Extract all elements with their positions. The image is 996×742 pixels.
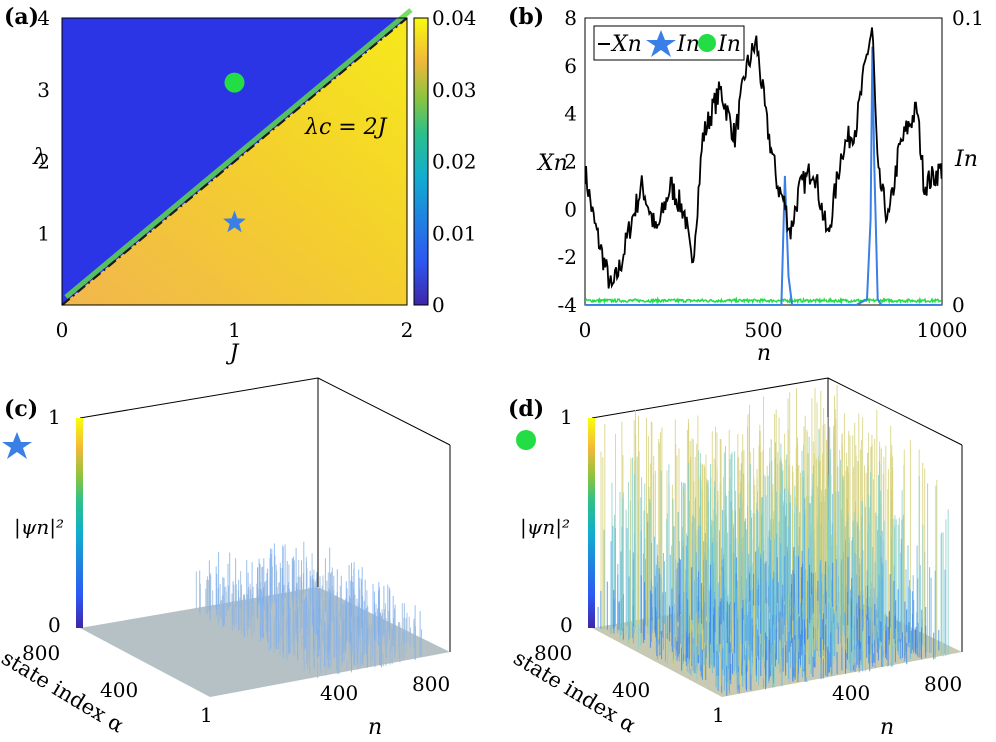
panel-d-xtick-400: 400 (832, 681, 870, 705)
panel-d-colorbar (588, 418, 595, 628)
panel-a-xtick-0: 0 (56, 318, 69, 342)
panel-a-heatmap (61, 8, 413, 306)
panel-d-ytick-400: 400 (612, 678, 650, 702)
panel-c-ztick-0: 0 (48, 613, 61, 637)
panel-b-label: (b) (508, 4, 544, 30)
panel-d-surface (597, 385, 949, 696)
panel-b-xtick-0: 0 (579, 318, 592, 342)
panel-b-ylabel-left: Xn (536, 151, 568, 176)
circle-marker-icon (224, 72, 245, 93)
panel-a-ytick-2: 2 (37, 150, 50, 174)
panel-b-axes (584, 17, 943, 306)
panel-c-box (79, 377, 451, 652)
panel-b-xlabel: n (757, 341, 771, 366)
panel-c-label: (c) (4, 396, 38, 422)
legend-star-icon (646, 30, 676, 57)
panel-b-ytick-2: 2 (564, 150, 577, 174)
panel-d-ytick-1: 1 (712, 703, 725, 727)
panel-b-ytick-0: 0 (564, 197, 577, 221)
panel-a-ylabel: λ (32, 145, 47, 170)
panel-d-xlabel: n (880, 715, 894, 740)
panel-d: (d) 1 0 |ψn|² 800 400 1 state index α 40… (508, 377, 963, 740)
panel-a-colorbar-ticks: 0 0.01 0.02 0.03 0.04 (432, 6, 477, 317)
panel-b-ytick--2: -2 (558, 245, 577, 269)
star-marker-icon (223, 210, 246, 233)
panel-c-colorbar (76, 418, 83, 628)
legend-circle-icon (698, 34, 716, 52)
panel-a-yticks: 1 2 3 4 (37, 6, 50, 245)
colorbar-tick-0: 0 (432, 293, 445, 317)
panel-a-ytick-1: 1 (37, 221, 50, 245)
legend-label-xn: Xn (610, 32, 642, 57)
panel-b-series (585, 27, 942, 305)
panel-b-ytick-8: 8 (564, 6, 577, 30)
panel-d-ztick-1: 1 (560, 405, 573, 429)
boundary-line (61, 17, 408, 306)
panel-a-xlabel: J (226, 341, 240, 366)
panel-d-xtick-800: 800 (924, 672, 962, 696)
boundary-glow (64, 8, 413, 299)
panel-c-ytick-1: 1 (200, 703, 213, 727)
colorbar-tick-3: 0.03 (432, 78, 477, 102)
panel-c: (c) 1 0 |ψn|² 800 400 1 state index α 40… (0, 377, 451, 740)
panel-b-ytick-4: 4 (564, 102, 577, 126)
panel-c-xtick-400: 400 (320, 681, 358, 705)
panel-d-ztick-0: 0 (560, 613, 573, 637)
panel-a-ytick-3: 3 (37, 78, 50, 102)
panel-b-ytick--4: -4 (558, 293, 577, 317)
colorbar-tick-4: 0.04 (432, 6, 477, 30)
colorbar-tick-2: 0.02 (432, 150, 477, 174)
panel-a-xtick-2: 2 (401, 318, 414, 342)
panel-a-colorbar (413, 17, 429, 306)
panel-a: (a) λ J 0 1 2 1 2 3 4 λc = 2J 0 0.01 0.02 0.03 0.… (4, 4, 477, 366)
legend-label-in-circle: In (717, 32, 741, 57)
panel-c-xlabel: n (368, 715, 382, 740)
panel-a-annotation: λc = 2J (304, 115, 388, 140)
colorbar-tick-1: 0.01 (432, 221, 477, 245)
panel-c-surface (195, 541, 422, 679)
panel-a-ytick-4: 4 (37, 6, 50, 30)
panel-d-circle-icon (516, 430, 536, 450)
panel-c-xtick-800: 800 (412, 672, 450, 696)
panel-b-ytick-6: 6 (564, 54, 577, 78)
panel-d-ytick-800: 800 (534, 641, 572, 665)
panel-a-xtick-1: 1 (228, 318, 241, 342)
panel-b-legend: Xn In In (593, 25, 745, 61)
panel-d-zlabel: |ψn|² (520, 515, 570, 540)
panel-d-label: (d) (508, 396, 544, 422)
panel-b-rytick-0: 0 (952, 293, 965, 317)
series-xn (585, 27, 942, 289)
legend-label-in-star: In (676, 32, 700, 57)
panel-b-yticks-left: -4 -2 0 2 4 6 8 (558, 6, 577, 317)
panel-a-xticks: 0 1 2 (56, 318, 414, 342)
panel-c-ytick-400: 400 (100, 678, 138, 702)
panel-b-xtick-1000: 1000 (917, 318, 968, 342)
series-in-star (585, 46, 942, 305)
panel-c-zlabel: |ψn|² (14, 515, 64, 540)
panel-a-label: (a) (4, 4, 39, 30)
panel-b-xticks: 0 500 1000 (579, 318, 968, 342)
panel-b-ylabel-right: In (954, 147, 978, 172)
series-in-circle (585, 296, 942, 305)
panel-c-ytick-800: 800 (22, 641, 60, 665)
panel-b-xtick-500: 500 (744, 318, 782, 342)
panel-a-frame (61, 17, 408, 306)
panel-c-star-icon (2, 432, 32, 459)
panel-b-yticks-right: 00.1 (952, 6, 984, 317)
panel-c-ztick-1: 1 (48, 405, 61, 429)
panel-b-rytick-0.1: 0.1 (952, 6, 984, 30)
